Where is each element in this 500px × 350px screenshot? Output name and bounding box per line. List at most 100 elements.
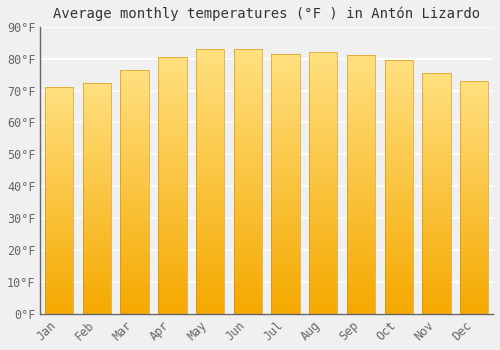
Bar	[234, 237, 262, 240]
Bar	[422, 230, 450, 232]
Bar	[309, 248, 338, 251]
Bar	[347, 221, 375, 223]
Bar	[272, 98, 299, 101]
Bar	[272, 210, 299, 212]
Bar	[234, 142, 262, 145]
Bar	[234, 205, 262, 208]
Bar	[158, 137, 186, 139]
Bar	[347, 203, 375, 205]
Bar	[83, 159, 111, 161]
Bar	[309, 52, 338, 55]
Bar	[422, 177, 450, 179]
Bar	[45, 212, 74, 214]
Bar	[384, 258, 413, 261]
Bar	[196, 168, 224, 171]
Bar	[422, 153, 450, 155]
Bar	[384, 141, 413, 144]
Bar	[384, 182, 413, 184]
Bar	[347, 278, 375, 280]
Bar	[460, 155, 488, 158]
Bar	[158, 193, 186, 196]
Bar	[309, 236, 338, 238]
Bar	[272, 278, 299, 280]
Bar	[422, 126, 450, 128]
Bar	[347, 128, 375, 131]
Bar	[422, 191, 450, 194]
Bar	[347, 236, 375, 239]
Bar	[384, 238, 413, 240]
Bar	[196, 102, 224, 105]
Bar	[120, 255, 149, 258]
Bar	[422, 109, 450, 112]
Bar	[234, 218, 262, 221]
Bar	[384, 65, 413, 68]
Bar	[272, 244, 299, 246]
Bar	[83, 201, 111, 203]
Bar	[422, 220, 450, 222]
Bar	[347, 231, 375, 234]
Bar	[158, 57, 186, 60]
Bar	[45, 253, 74, 255]
Bar	[422, 205, 450, 208]
Bar	[309, 139, 338, 141]
Bar	[120, 214, 149, 216]
Bar	[120, 82, 149, 84]
Bar	[460, 293, 488, 295]
Bar	[422, 164, 450, 167]
Bar	[460, 183, 488, 186]
Bar	[384, 80, 413, 83]
Bar	[196, 192, 224, 195]
Bar	[196, 282, 224, 285]
Bar	[384, 129, 413, 131]
Bar	[196, 49, 224, 52]
Bar	[422, 92, 450, 95]
Bar	[460, 251, 488, 253]
Bar	[309, 165, 338, 167]
Bar	[234, 293, 262, 295]
Bar	[422, 237, 450, 239]
Bar	[45, 174, 74, 176]
Bar	[196, 54, 224, 57]
Bar	[83, 150, 111, 152]
Bar	[196, 203, 224, 205]
Bar	[45, 289, 74, 291]
Bar	[460, 97, 488, 100]
Bar	[120, 89, 149, 92]
Bar	[120, 143, 149, 146]
Bar	[234, 136, 262, 139]
Bar	[234, 99, 262, 102]
Bar	[422, 194, 450, 196]
Bar	[309, 270, 338, 272]
Bar	[309, 311, 338, 314]
Bar	[120, 299, 149, 302]
Bar	[460, 218, 488, 221]
Bar	[158, 203, 186, 206]
Bar	[347, 133, 375, 135]
Bar	[234, 126, 262, 128]
Bar	[347, 195, 375, 198]
Bar	[422, 128, 450, 131]
Bar	[83, 94, 111, 97]
Bar	[120, 114, 149, 116]
Bar	[196, 136, 224, 139]
Bar	[347, 76, 375, 79]
Bar	[158, 286, 186, 288]
Bar	[158, 196, 186, 198]
Bar	[384, 200, 413, 202]
Bar	[384, 304, 413, 306]
Bar	[422, 249, 450, 251]
Bar	[460, 181, 488, 183]
Bar	[347, 234, 375, 236]
Bar	[347, 309, 375, 311]
Bar	[384, 152, 413, 154]
Bar	[422, 95, 450, 97]
Bar	[309, 84, 338, 86]
Bar	[460, 244, 488, 246]
Bar	[158, 80, 186, 83]
Bar	[384, 248, 413, 251]
Bar	[422, 107, 450, 109]
Bar	[45, 105, 74, 108]
Bar	[83, 270, 111, 272]
Bar	[272, 75, 299, 77]
Bar	[45, 275, 74, 278]
